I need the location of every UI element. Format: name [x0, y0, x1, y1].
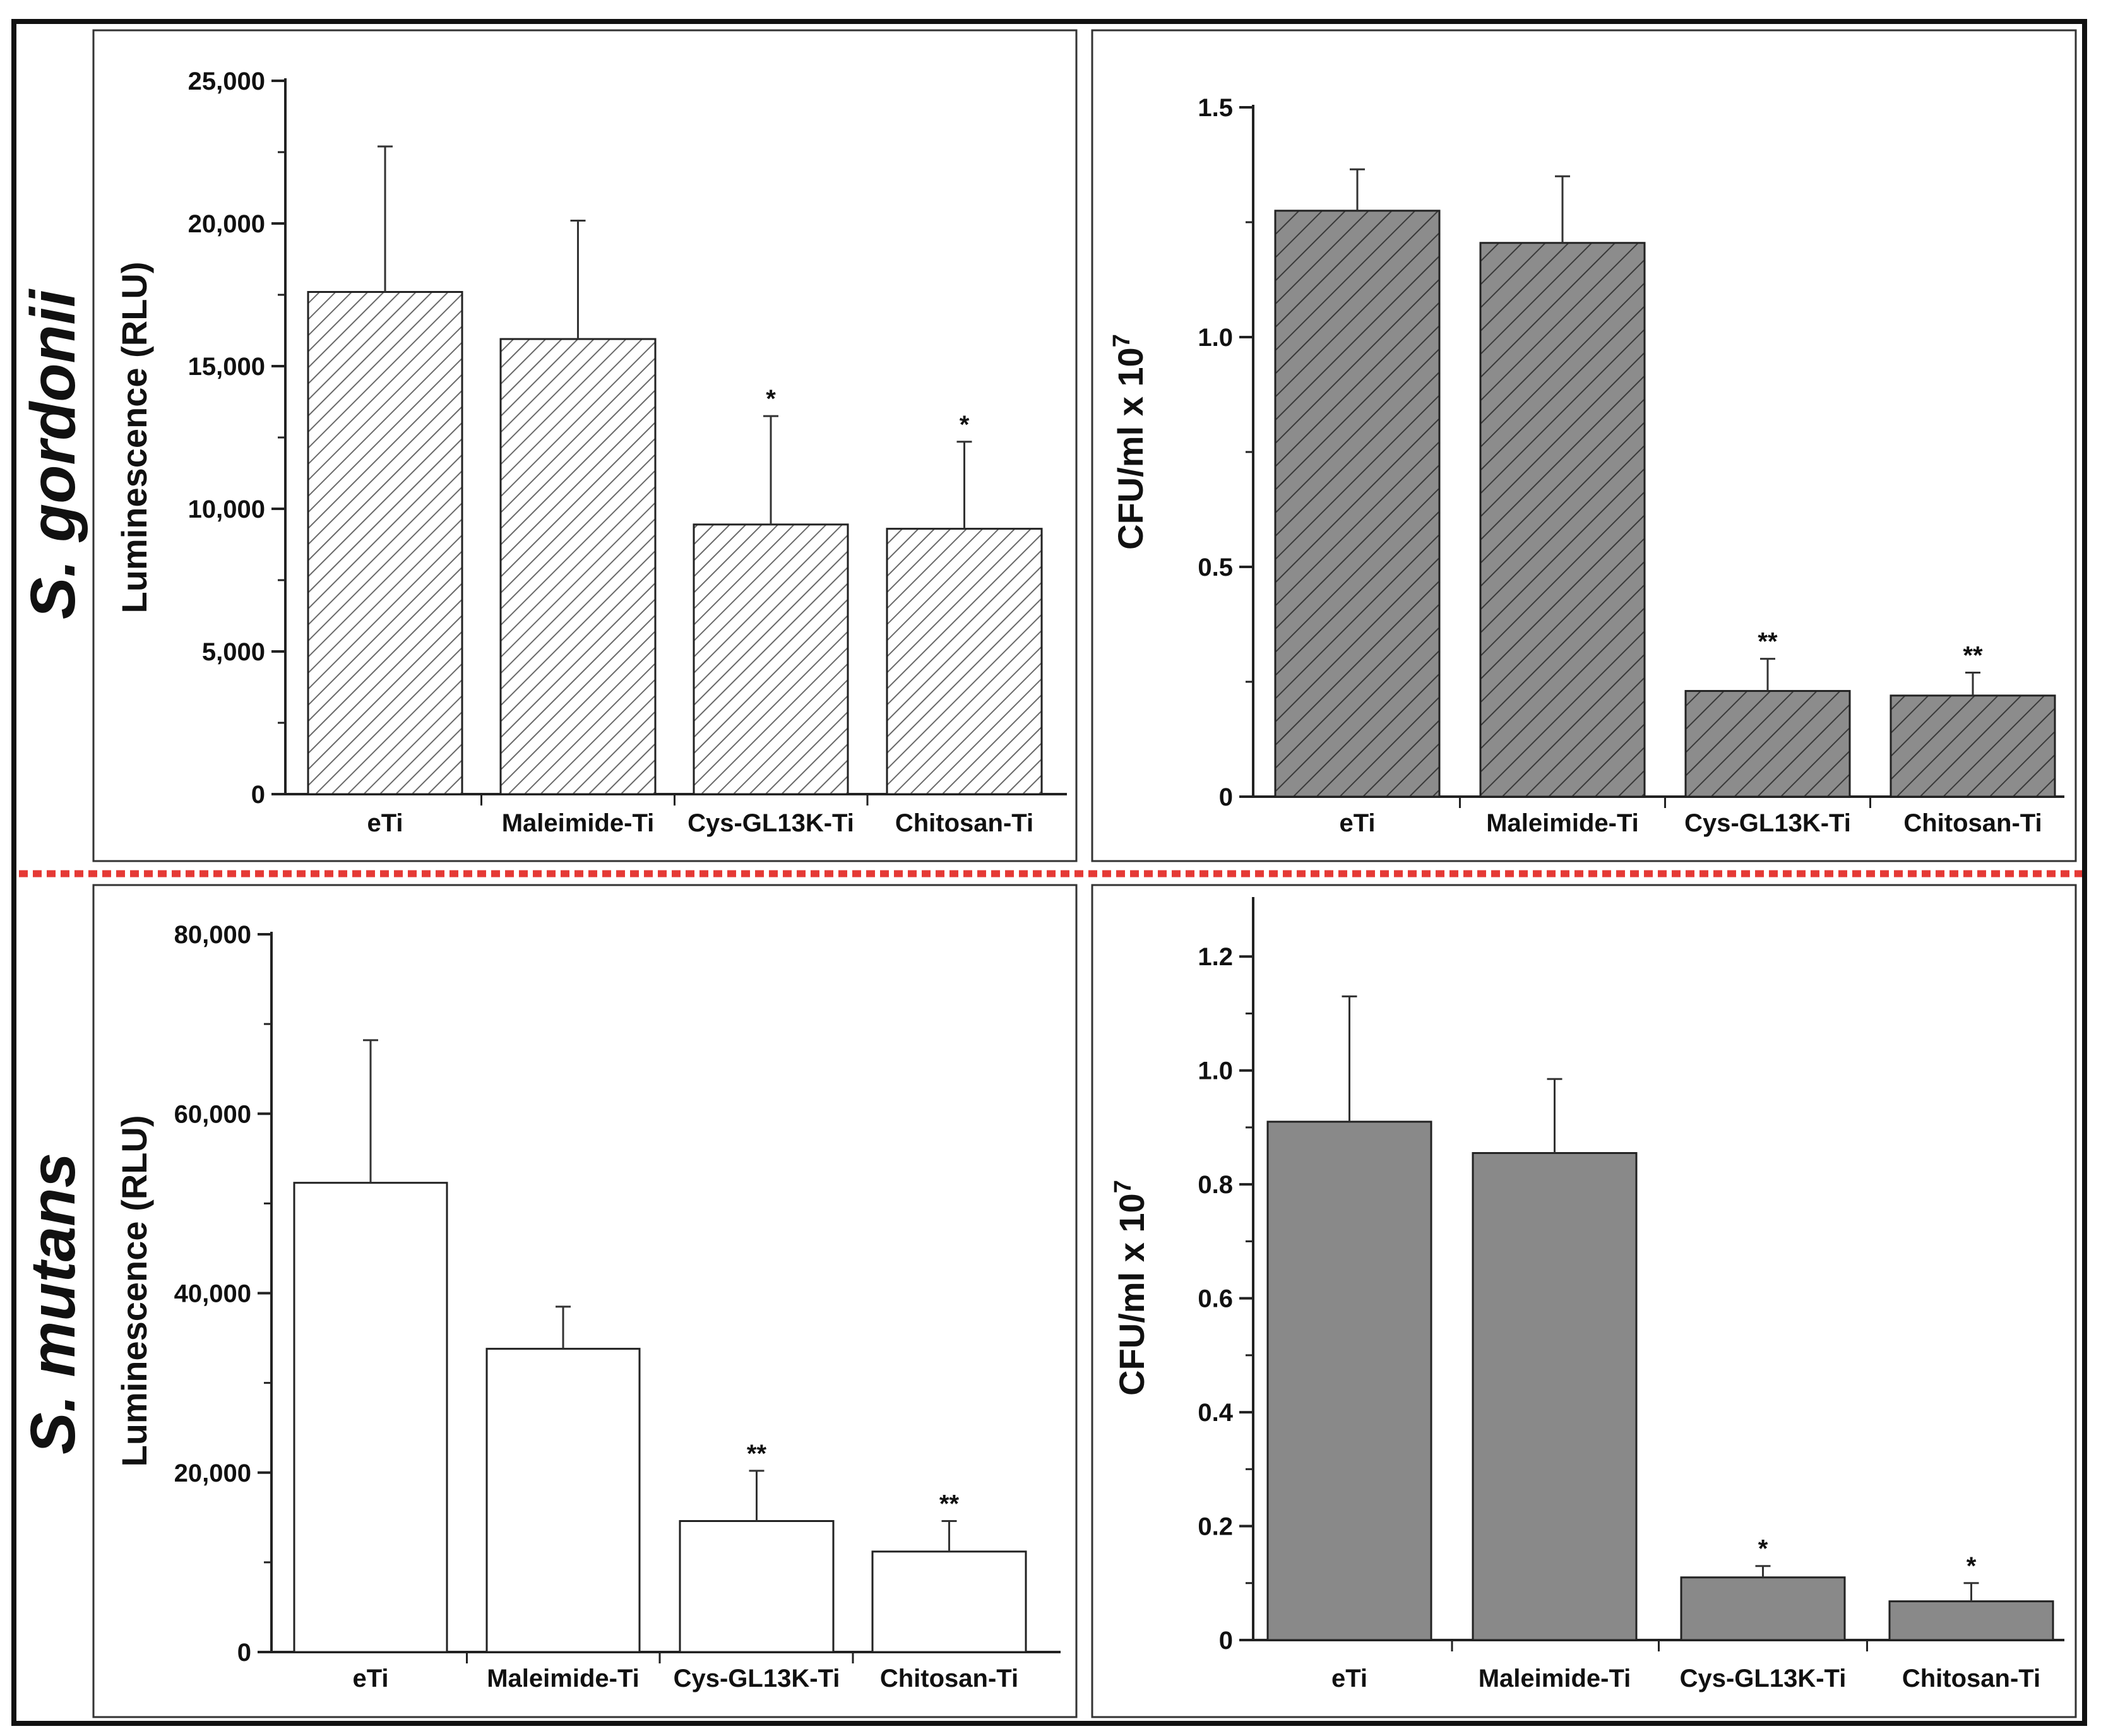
species-label-top: S. gordonii — [18, 288, 88, 619]
sm-lum-bar-maleimide-ti — [485, 1348, 641, 1653]
sm-cfu-significance-chitosan-ti: * — [1967, 1552, 1977, 1580]
chart-sg-cfu: 0 0.5 1.0 1.5 CFU/ml x 107 eTi Maleimide-Ti ** C… — [1109, 94, 2064, 837]
sm-cfu-y-axis-label-exponent: 7 — [1110, 1180, 1136, 1193]
sg-lum-y-tick-label: 0 — [251, 781, 265, 809]
chart-sg-luminescence: 0 5,000 10,000 15,000 20,000 25,000 Luminescen… — [114, 68, 1067, 837]
sm-cfu-bar-maleimide-ti — [1472, 1152, 1638, 1641]
sg-cfu-category-label-maleimide-ti: Maleimide-Ti — [1486, 809, 1639, 837]
sm-lum-y-tick-label: 40,000 — [174, 1280, 251, 1308]
sm-lum-category-label-maleimide-ti: Maleimide-Ti — [487, 1665, 640, 1692]
sm-cfu-significance-cys-gl13k-ti: * — [1758, 1535, 1768, 1563]
sm-cfu-y-tick-label: 0.6 — [1198, 1285, 1233, 1313]
sm-lum-bar-eti — [293, 1182, 448, 1653]
sm-cfu-y-tick-label: 0.2 — [1198, 1513, 1233, 1541]
sg-cfu-category-label-chitosan-ti: Chitosan-Ti — [1903, 809, 2042, 837]
sg-lum-category-label-eti: eTi — [367, 809, 403, 837]
sg-cfu-y-tick-label: 1.0 — [1198, 324, 1233, 352]
sm-lum-category-label-chitosan-ti: Chitosan-Ti — [880, 1665, 1018, 1692]
sm-cfu-y-axis-label: CFU/ml x 107 — [1110, 1180, 1152, 1396]
sg-cfu-y-axis-label-exponent: 7 — [1109, 334, 1135, 347]
sg-cfu-y-tick-label: 0 — [1219, 783, 1233, 811]
sm-lum-bar-cys-gl13k-ti — [679, 1519, 835, 1653]
sg-lum-bar-cys-gl13k-ti — [693, 523, 849, 795]
sg-lum-significance-cys-gl13k-ti: * — [766, 385, 776, 413]
sm-cfu-y-tick-label: 0 — [1219, 1627, 1233, 1655]
sg-cfu-y-tick-label: 0.5 — [1198, 554, 1233, 581]
sg-lum-y-tick-label: 15,000 — [188, 353, 265, 381]
sg-lum-y-tick-label: 25,000 — [188, 68, 265, 95]
sg-lum-y-tick-label: 5,000 — [202, 638, 265, 666]
sm-lum-category-label-eti: eTi — [352, 1665, 388, 1692]
sg-cfu-y-tick-label: 1.5 — [1198, 94, 1233, 122]
sm-cfu-y-tick-label: 1.0 — [1198, 1057, 1233, 1085]
sm-cfu-category-label-eti: eTi — [1331, 1665, 1367, 1692]
sg-cfu-significance-chitosan-ti: ** — [1963, 641, 1983, 669]
sm-cfu-y-tick-label: 1.2 — [1198, 943, 1233, 971]
sg-cfu-bar-eti — [1274, 210, 1441, 798]
sm-cfu-category-label-maleimide-ti: Maleimide-Ti — [1479, 1665, 1631, 1692]
figure-frame — [11, 19, 2087, 1726]
panel-border-sg-lum — [92, 29, 1078, 862]
sm-lum-significance-chitosan-ti: ** — [939, 1490, 960, 1518]
sm-cfu-bar-cys-gl13k-ti — [1680, 1576, 1846, 1641]
sm-lum-significance-cys-gl13k-ti: ** — [747, 1440, 767, 1468]
sg-lum-category-label-maleimide-ti: Maleimide-Ti — [502, 809, 655, 837]
sm-cfu-category-label-cys-gl13k-ti: Cys-GL13K-Ti — [1680, 1665, 1847, 1692]
sg-lum-bar-eti — [307, 290, 463, 795]
sg-cfu-bar-maleimide-ti — [1479, 242, 1646, 798]
sg-cfu-bar-cys-gl13k-ti — [1684, 690, 1851, 798]
sg-lum-significance-chitosan-ti: * — [960, 411, 970, 439]
chart-sm-luminescence: 0 20,000 40,000 60,000 80,000 Luminescence (R… — [114, 921, 1061, 1692]
sg-lum-y-tick-label: 10,000 — [188, 496, 265, 523]
sg-lum-category-label-chitosan-ti: Chitosan-Ti — [895, 809, 1033, 837]
sg-cfu-significance-cys-gl13k-ti: ** — [1758, 628, 1778, 656]
sg-lum-category-label-cys-gl13k-ti: Cys-GL13K-Ti — [687, 809, 854, 837]
sg-lum-y-axis-label: Luminescence (RLU) — [114, 262, 154, 614]
panel-border-sm-cfu — [1091, 884, 2077, 1718]
sm-lum-category-label-cys-gl13k-ti: Cys-GL13K-Ti — [674, 1665, 840, 1692]
sm-cfu-category-label-chitosan-ti: Chitosan-Ti — [1902, 1665, 2040, 1692]
sm-cfu-y-tick-label: 0.4 — [1198, 1399, 1233, 1427]
sm-lum-y-tick-label: 80,000 — [174, 921, 251, 949]
sg-cfu-y-axis-label: CFU/ml x 107 — [1109, 334, 1150, 550]
panel-border-sm-lum — [92, 884, 1078, 1718]
sg-cfu-bar-chitosan-ti — [1890, 694, 2056, 798]
species-label-bottom: S. mutans — [18, 1153, 88, 1454]
sm-lum-y-axis-label: Luminescence (RLU) — [114, 1115, 154, 1467]
sm-lum-y-tick-label: 60,000 — [174, 1100, 251, 1128]
sg-lum-bar-chitosan-ti — [886, 528, 1043, 795]
sg-lum-bar-maleimide-ti — [499, 338, 657, 795]
sm-cfu-y-tick-label: 0.8 — [1198, 1171, 1233, 1199]
sm-cfu-bar-eti — [1266, 1121, 1432, 1641]
sg-lum-y-tick-label: 20,000 — [188, 210, 265, 238]
panel-border-sg-cfu — [1091, 29, 2077, 862]
sm-lum-y-tick-label: 20,000 — [174, 1460, 251, 1487]
sg-cfu-category-label-cys-gl13k-ti: Cys-GL13K-Ti — [1684, 809, 1851, 837]
sm-lum-y-tick-label: 0 — [237, 1639, 251, 1667]
sm-lum-bar-chitosan-ti — [871, 1550, 1027, 1653]
chart-sm-cfu: 0 0.2 0.4 0.6 0.8 1.0 1.2 CFU/ml x 107 eTi Maleim… — [1110, 897, 2064, 1692]
sg-cfu-category-label-eti: eTi — [1339, 809, 1375, 837]
sm-cfu-bar-chitosan-ti — [1888, 1600, 2054, 1641]
